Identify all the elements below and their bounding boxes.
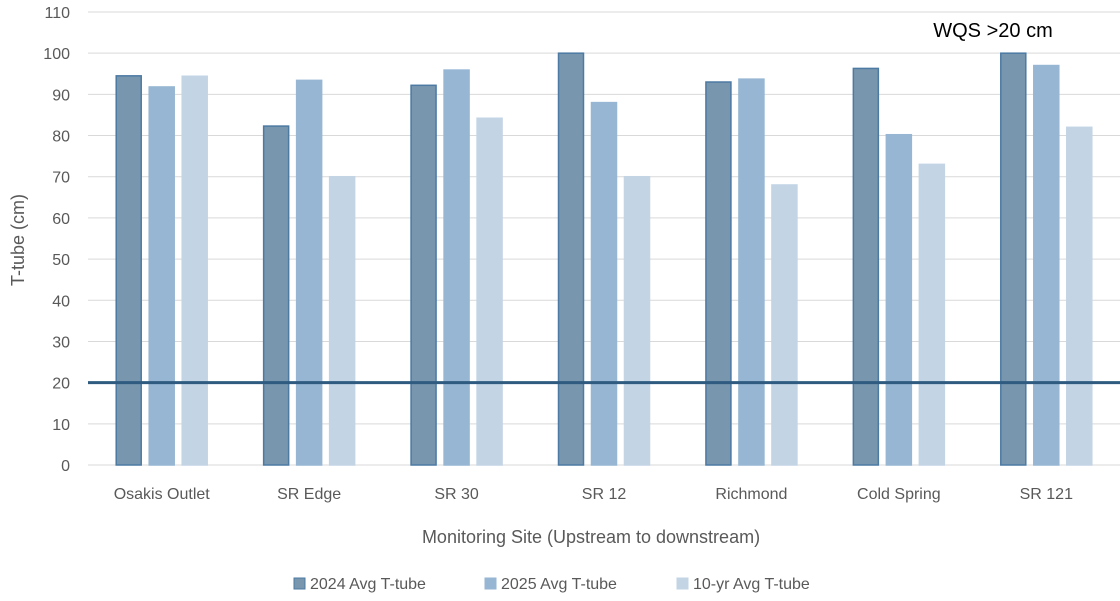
bar-2025 (148, 86, 175, 466)
legend-label: 10-yr Avg T-tube (693, 576, 810, 593)
y-tick-label: 50 (52, 252, 70, 269)
x-category-label: Osakis Outlet (114, 486, 211, 503)
y-axis-tick-labels: 0 10 20 30 40 50 60 70 80 90 100 110 (43, 5, 70, 475)
x-category-label: SR 121 (1020, 486, 1073, 503)
y-tick-label: 110 (44, 5, 70, 22)
x-axis-title: Monitoring Site (Upstream to downstream) (422, 527, 760, 547)
bar-2024 (705, 81, 732, 466)
bar-2025 (590, 101, 618, 466)
bar-10yr (1066, 126, 1093, 466)
x-category-label: SR 30 (434, 486, 479, 503)
bar-2025 (443, 69, 470, 466)
y-tick-label: 70 (52, 170, 70, 187)
bar-2024 (410, 84, 437, 466)
x-category-label: Richmond (715, 486, 787, 503)
bar-2024 (557, 52, 585, 466)
bar-10yr (181, 75, 208, 466)
reference-line-label: WQS >20 cm (933, 20, 1052, 42)
x-category-label: SR 12 (582, 486, 627, 503)
y-tick-label: 90 (52, 87, 70, 104)
bar-2024 (115, 75, 142, 466)
x-category-label: Cold Spring (857, 486, 941, 503)
bar-2025 (738, 78, 765, 466)
y-tick-label: 20 (52, 376, 70, 393)
y-tick-label: 60 (52, 211, 70, 228)
bar-2025 (885, 133, 913, 466)
bar-10yr (623, 175, 651, 466)
bar-2025 (1033, 64, 1060, 466)
bar-10yr (328, 175, 356, 466)
y-tick-label: 30 (52, 334, 70, 351)
bar-2025 (295, 79, 323, 466)
bar-2024 (852, 67, 880, 466)
x-category-label: SR Edge (277, 486, 341, 503)
y-tick-label: 100 (43, 46, 70, 63)
legend-swatch (293, 577, 306, 590)
bars (115, 52, 1093, 466)
y-tick-label: 10 (52, 417, 70, 434)
legend: 2024 Avg T-tube 2025 Avg T-tube 10-yr Avg … (293, 576, 810, 593)
y-tick-label: 40 (52, 293, 70, 310)
bar-2024 (262, 125, 290, 466)
legend-swatch (676, 577, 689, 590)
y-tick-label: 0 (61, 458, 70, 475)
legend-label: 2025 Avg T-tube (501, 576, 617, 593)
bar-10yr (771, 184, 798, 466)
bar-10yr (476, 117, 503, 466)
x-axis-category-labels: Osakis Outlet SR Edge SR 30 SR 12 Richmond Co… (114, 486, 1073, 503)
bar-10yr (918, 163, 946, 466)
bar-2024 (1000, 52, 1027, 466)
y-tick-label: 80 (52, 129, 70, 146)
y-axis-title: T-tube (cm) (8, 194, 28, 286)
legend-swatch (484, 577, 497, 590)
legend-label: 2024 Avg T-tube (310, 576, 426, 593)
